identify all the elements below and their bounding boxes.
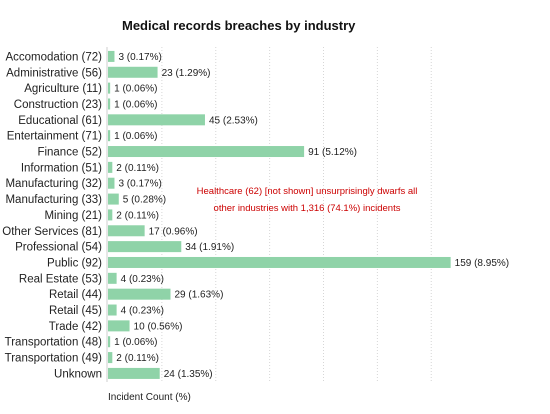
bar (108, 161, 113, 173)
value-label: 4 (0.23%) (121, 306, 164, 317)
bar (108, 66, 158, 78)
bar (108, 241, 182, 253)
annotation-line-2: other industries with 1,316 (74.1%) inci… (214, 203, 401, 214)
bar (108, 336, 111, 348)
category-label: Information (51) (21, 162, 102, 174)
category-label: Administrative (56) (6, 67, 102, 79)
category-label: Retail (45) (49, 305, 102, 317)
category-label: Transportation (49) (5, 353, 103, 365)
value-label: 3 (0.17%) (118, 52, 161, 63)
category-label: Other Services (81) (2, 226, 102, 238)
category-label: Real Estate (53) (19, 273, 102, 285)
value-label: 2 (0.11%) (116, 210, 159, 221)
category-label: Educational (61) (18, 115, 102, 127)
value-label: 2 (0.11%) (116, 353, 159, 364)
category-label: Entertainment (71) (7, 131, 102, 143)
bar (108, 256, 451, 268)
value-label: 2 (0.11%) (116, 163, 159, 174)
grid-lines (161, 47, 432, 382)
category-label: Mining (21) (44, 210, 102, 222)
bar (108, 193, 119, 205)
category-label: Transportation (48) (5, 337, 103, 349)
value-label: 5 (0.28%) (123, 195, 166, 206)
value-label: 3 (0.17%) (118, 179, 161, 190)
category-label: Finance (52) (37, 147, 102, 159)
value-label: 159 (8.95%) (455, 258, 509, 269)
annotation-line-1: Healthcare (62) [not shown] unsurprising… (197, 186, 418, 197)
value-label: 45 (2.53%) (209, 115, 258, 126)
category-label: Manufacturing (32) (5, 178, 102, 190)
bar (108, 146, 305, 158)
value-label: 1 (0.06%) (114, 84, 157, 95)
category-label: Manufacturing (33) (5, 194, 102, 206)
chart-title: Medical records breaches by industry (122, 18, 356, 33)
value-label: 24 (1.35%) (164, 369, 213, 380)
value-label: 23 (1.29%) (162, 68, 211, 79)
category-label: Unknown (54, 368, 102, 380)
x-axis-label: Incident Count (%) (108, 392, 191, 403)
category-label: Public (92) (47, 257, 102, 269)
category-labels: Accomodation (72) Administrative (56) Agri… (2, 51, 102, 380)
bar (108, 304, 117, 316)
value-label: 1 (0.06%) (114, 131, 157, 142)
category-label: Retail (44) (49, 289, 102, 301)
category-label: Construction (23) (14, 99, 102, 111)
bar (108, 82, 111, 94)
bar (108, 352, 113, 364)
bar (108, 288, 171, 300)
bar (108, 320, 130, 332)
category-label: Agriculture (11) (24, 83, 102, 95)
category-label: Trade (42) (49, 321, 102, 333)
value-label: 1 (0.06%) (114, 99, 157, 110)
value-label: 17 (0.96%) (149, 226, 198, 237)
value-label: 34 (1.91%) (185, 242, 234, 253)
category-label: Accomodation (72) (5, 51, 102, 63)
value-label: 10 (0.56%) (134, 321, 183, 332)
bar (108, 177, 115, 189)
bars (108, 50, 451, 379)
value-label: 91 (5.12%) (308, 147, 357, 158)
value-label: 4 (0.23%) (121, 274, 164, 285)
bar (108, 367, 160, 379)
value-labels: 3 (0.17%)23 (1.29%)1 (0.06%)1 (0.06%)45 … (114, 52, 509, 380)
category-label: Professional (54) (15, 242, 102, 254)
bar (108, 209, 113, 221)
bar (108, 50, 115, 62)
bar (108, 272, 117, 284)
value-label: 1 (0.06%) (114, 337, 157, 348)
bar (108, 98, 111, 110)
value-label: 29 (1.63%) (174, 290, 223, 301)
bar (108, 114, 205, 126)
bar (108, 130, 111, 142)
bar (108, 225, 145, 237)
